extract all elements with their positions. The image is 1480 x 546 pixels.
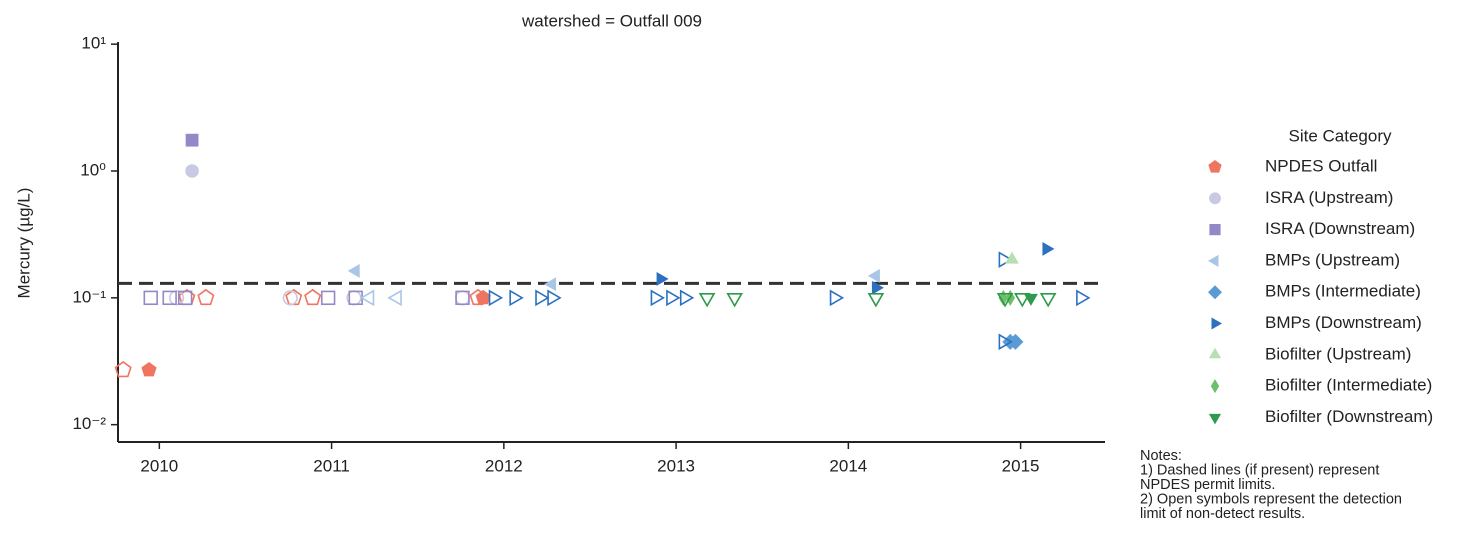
legend-title: Site Category <box>1289 126 1392 145</box>
data-point <box>666 289 681 307</box>
data-point <box>387 289 402 307</box>
legend-label: Biofilter (Upstream) <box>1265 344 1411 363</box>
data-point <box>197 288 215 306</box>
data-point <box>455 290 470 306</box>
legend-marker <box>1208 347 1222 359</box>
data-point <box>1024 293 1038 306</box>
data-point <box>679 289 695 307</box>
legend-label: BMPs (Intermediate) <box>1265 282 1421 301</box>
x-tick-label: 2011 <box>313 456 350 475</box>
data-point <box>996 293 1014 308</box>
data-point <box>185 133 199 147</box>
data-point <box>177 290 193 306</box>
data-point <box>1039 293 1057 308</box>
data-point <box>871 280 884 295</box>
legend-label: ISRA (Downstream) <box>1265 219 1415 238</box>
data-point <box>359 289 375 307</box>
data-point <box>867 293 885 308</box>
data-point <box>1005 251 1019 264</box>
x-tick-label: 2015 <box>1002 456 1040 475</box>
y-tick-label: 10¹ <box>81 34 106 53</box>
data-point <box>347 263 360 278</box>
y-axis-label: Mercury (µg/L) <box>14 188 33 299</box>
data-point <box>454 290 471 306</box>
data-point <box>185 164 199 178</box>
x-tick-label: 2014 <box>829 456 867 475</box>
data-point <box>535 289 550 307</box>
y-tick-label: 10⁰ <box>80 160 106 179</box>
data-point <box>488 289 504 307</box>
data-point <box>304 288 322 306</box>
legend-marker <box>1210 379 1220 394</box>
data-point <box>998 333 1013 351</box>
legend-label: BMPs (Downstream) <box>1265 313 1422 332</box>
data-point <box>698 293 716 308</box>
legend-label: ISRA (Upstream) <box>1265 188 1393 207</box>
data-point <box>829 289 845 307</box>
data-point <box>1007 333 1024 350</box>
data-point <box>1076 289 1091 307</box>
x-tick-label: 2013 <box>657 456 695 475</box>
data-point <box>1042 241 1055 256</box>
legend-label: Biofilter (Intermediate) <box>1265 376 1432 395</box>
data-point <box>509 289 524 307</box>
legend-label: NPDES Outfall <box>1265 156 1377 175</box>
data-point <box>1014 293 1031 308</box>
data-point <box>544 277 557 292</box>
legend-marker <box>1208 285 1222 300</box>
note-line: 1) Dashed lines (if present) represent <box>1140 462 1379 478</box>
legend-label: BMPs (Upstream) <box>1265 250 1400 269</box>
y-tick-label: 10⁻² <box>72 414 106 433</box>
data-point <box>162 290 177 306</box>
legend-label: Biofilter (Downstream) <box>1265 407 1433 426</box>
note-line: NPDES permit limits. <box>1140 477 1275 493</box>
data-point <box>141 361 157 377</box>
data-point <box>320 290 336 306</box>
data-point <box>726 293 743 308</box>
data-point <box>114 360 132 378</box>
legend-marker <box>1209 192 1221 205</box>
legend-marker <box>1209 224 1221 236</box>
chart-title: watershed = Outfall 009 <box>521 11 702 30</box>
y-tick-label: 10⁻¹ <box>72 287 106 306</box>
data-point <box>143 290 158 306</box>
data-point <box>650 289 666 307</box>
x-tick-label: 2010 <box>140 456 178 475</box>
note-line: limit of non-detect results. <box>1140 506 1305 522</box>
legend-marker <box>1211 317 1222 330</box>
data-point <box>867 268 880 283</box>
data-point <box>547 289 562 307</box>
data-point <box>282 290 298 306</box>
data-point <box>475 289 491 305</box>
legend-marker <box>1208 413 1222 425</box>
data-point <box>656 271 669 286</box>
legend-marker <box>1208 160 1222 173</box>
note-line: 2) Open symbols represent the detection <box>1140 492 1402 508</box>
x-tick-label: 2012 <box>485 456 523 475</box>
legend-marker <box>1208 254 1219 267</box>
note-line: Notes: <box>1140 448 1182 464</box>
